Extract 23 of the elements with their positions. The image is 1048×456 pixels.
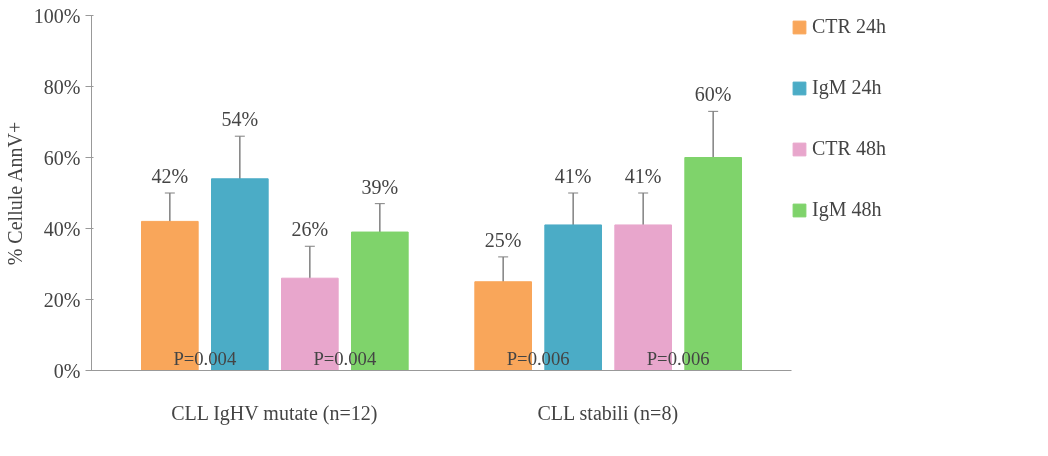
- y-tick-label: 80%: [43, 75, 81, 98]
- y-axis-title: % Cellule AnnV+: [3, 121, 26, 266]
- y-tick-label: 20%: [43, 288, 81, 311]
- legend-label: CTR 24h: [812, 15, 886, 38]
- x-tick-label: CLL IgHV mutate (n=12): [171, 401, 378, 425]
- annotation: P=0.006: [506, 347, 570, 369]
- legend-label: IgM 24h: [812, 76, 882, 99]
- annotation: P=0.004: [173, 347, 237, 369]
- y-tick-label: 100%: [33, 4, 81, 27]
- legend-label: IgM 48h: [812, 198, 882, 221]
- x-tick-label: CLL stabili (n=8): [537, 401, 679, 425]
- data-label: 41%: [554, 165, 592, 187]
- data-label: 26%: [291, 218, 329, 241]
- data-label: 25%: [484, 228, 522, 251]
- data-label: 54%: [221, 108, 259, 131]
- data-label: 41%: [624, 165, 662, 187]
- y-tick-label: 40%: [43, 217, 81, 240]
- data-label: 39%: [361, 175, 399, 198]
- data-label: 42%: [151, 165, 189, 187]
- legend-label: CTR 48h: [812, 137, 886, 160]
- y-tick-label: 60%: [43, 146, 81, 169]
- y-tick-label: 0%: [53, 359, 81, 382]
- data-label: 60%: [694, 83, 732, 106]
